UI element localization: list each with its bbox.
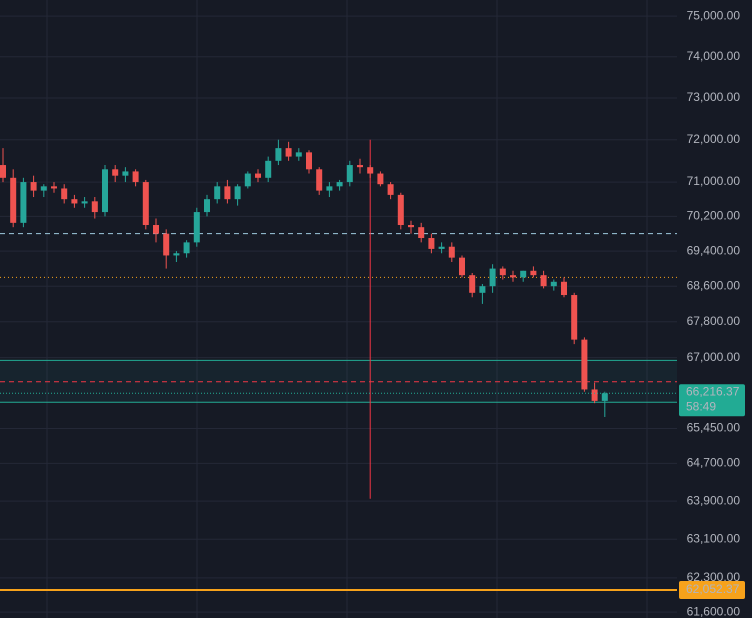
y-tick-label: 61,600.00 <box>687 604 741 618</box>
y-tick-label: 67,800.00 <box>687 314 741 328</box>
candle-body <box>30 182 37 191</box>
candle-body <box>40 186 47 191</box>
candle-body <box>214 186 221 200</box>
y-tick-label: 67,000.00 <box>687 350 741 364</box>
candle-body <box>489 268 496 287</box>
alert-price-box <box>679 580 745 599</box>
y-tick-label: 63,100.00 <box>687 531 741 545</box>
candle-body <box>204 199 210 213</box>
candle-body <box>346 165 353 183</box>
candle-body <box>540 275 547 287</box>
price-axis <box>677 0 752 618</box>
candle-body <box>397 194 404 226</box>
y-tick-label: 69,400.00 <box>687 243 741 257</box>
y-tick-label: 72,000.00 <box>687 132 741 146</box>
candle-body <box>255 173 261 178</box>
candle-body <box>316 169 323 191</box>
candle-body <box>459 257 465 276</box>
candle-body <box>193 212 200 243</box>
candle-body <box>132 171 139 183</box>
y-tick-label: 63,900.00 <box>687 493 741 507</box>
candle-body <box>550 281 557 287</box>
candle-body <box>61 188 68 200</box>
candle-body <box>224 186 231 200</box>
candle-body <box>387 184 394 195</box>
candle-body <box>510 275 516 278</box>
candle-body <box>153 225 159 234</box>
countdown-label: 58:49 <box>686 399 716 413</box>
candle-body <box>418 227 425 239</box>
candle-body <box>336 182 343 187</box>
candle-body <box>306 152 312 170</box>
candle-body <box>479 286 486 293</box>
candle-body <box>581 339 588 390</box>
y-tick-label: 64,700.00 <box>687 456 741 470</box>
candle-body <box>122 171 129 176</box>
candle-body <box>112 169 119 176</box>
candle-body <box>571 295 578 340</box>
candle-body <box>285 148 292 157</box>
candle-body <box>20 182 27 223</box>
candle-body <box>265 160 272 178</box>
plot <box>0 139 677 591</box>
y-tick-label: 68,600.00 <box>687 278 741 292</box>
price-axis-labels: 75,000.00 74,000.00 73,000.00 72,000.00 71,0… <box>679 8 745 618</box>
candle-body <box>10 177 17 223</box>
candle-body <box>51 186 57 189</box>
candle-body <box>367 167 374 174</box>
candle-body <box>591 389 598 401</box>
candle-body <box>499 268 506 276</box>
candle-body <box>601 393 608 401</box>
candle-body <box>326 186 333 191</box>
candle-body <box>71 199 78 204</box>
last-price-box <box>679 384 745 417</box>
y-tick-label: 73,000.00 <box>687 90 741 104</box>
candle-body <box>448 246 455 258</box>
candle-body <box>408 225 414 228</box>
candle-body <box>0 165 6 178</box>
candle-body <box>91 201 98 213</box>
candle-body <box>561 281 567 296</box>
candle-body <box>438 246 445 249</box>
y-tick-label: 74,000.00 <box>687 49 741 63</box>
candle-body <box>81 201 88 204</box>
candle-body <box>102 169 108 213</box>
candle-body <box>428 238 435 249</box>
candle-body <box>163 233 170 256</box>
alert-price-label: 62,052.37 <box>686 582 740 596</box>
candle-body <box>183 242 190 254</box>
candle-body <box>357 165 363 168</box>
candle-body <box>295 152 302 157</box>
candle-body <box>377 173 384 185</box>
y-tick-label: 71,000.00 <box>687 174 741 188</box>
candle-body <box>234 186 241 200</box>
last-price-label: 66,216.37 <box>686 384 740 398</box>
candle-body <box>530 270 537 276</box>
candle-body <box>244 173 251 187</box>
time-grid <box>46 0 648 618</box>
y-tick-label: 75,000.00 <box>687 8 741 22</box>
y-tick-label: 65,450.00 <box>687 421 741 435</box>
y-tick-label: 62,300.00 <box>687 570 741 584</box>
candle-body <box>142 182 149 226</box>
candle-body <box>275 148 282 161</box>
candle-body <box>469 275 476 293</box>
y-tick-label: 70,200.00 <box>687 209 741 223</box>
candle-body <box>520 270 527 278</box>
candle-body <box>173 253 180 256</box>
